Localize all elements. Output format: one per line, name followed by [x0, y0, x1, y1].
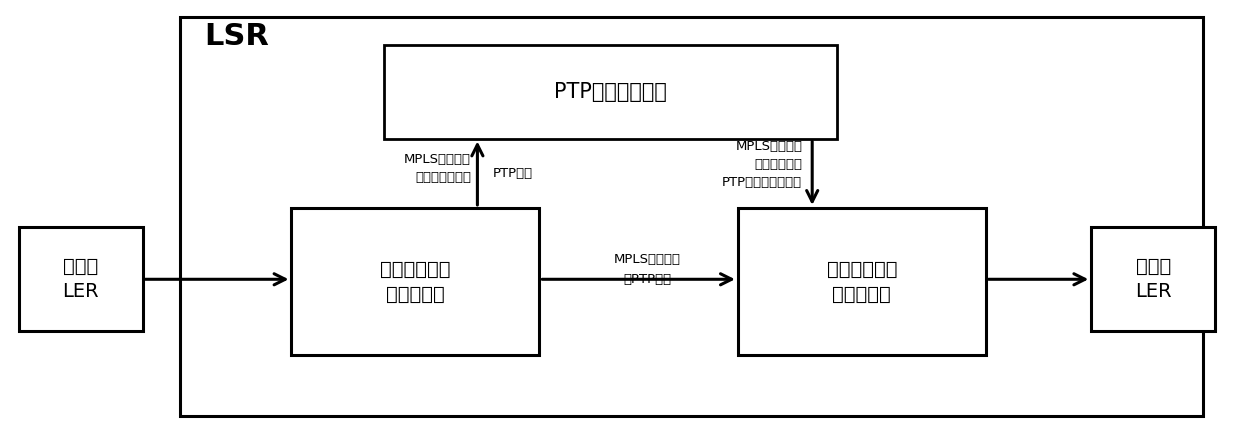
FancyBboxPatch shape — [180, 17, 1203, 416]
FancyBboxPatch shape — [738, 208, 986, 355]
Text: PTP报文处理模块: PTP报文处理模块 — [554, 82, 667, 102]
FancyBboxPatch shape — [384, 45, 837, 139]
Text: 网络芯片出方
向处理模块: 网络芯片出方 向处理模块 — [827, 259, 897, 304]
FancyBboxPatch shape — [1091, 227, 1215, 331]
FancyBboxPatch shape — [291, 208, 539, 355]
Text: MPLS转发信息
报文入时间戳
PTP报文时间域偏移: MPLS转发信息 报文入时间戳 PTP报文时间域偏移 — [722, 140, 802, 189]
Text: 非PTP报文: 非PTP报文 — [624, 273, 671, 286]
FancyBboxPatch shape — [19, 227, 143, 331]
Text: MPLS转发信息: MPLS转发信息 — [614, 253, 681, 266]
Text: 入方向
LER: 入方向 LER — [62, 257, 99, 301]
Text: PTP报文: PTP报文 — [492, 167, 532, 180]
Text: 出方向
LER: 出方向 LER — [1135, 257, 1172, 301]
Text: MPLS转发信息
报文进入时间戳: MPLS转发信息 报文进入时间戳 — [404, 153, 471, 184]
Text: 网络芯片入方
向处理模块: 网络芯片入方 向处理模块 — [381, 259, 450, 304]
Text: LSR: LSR — [205, 23, 269, 51]
